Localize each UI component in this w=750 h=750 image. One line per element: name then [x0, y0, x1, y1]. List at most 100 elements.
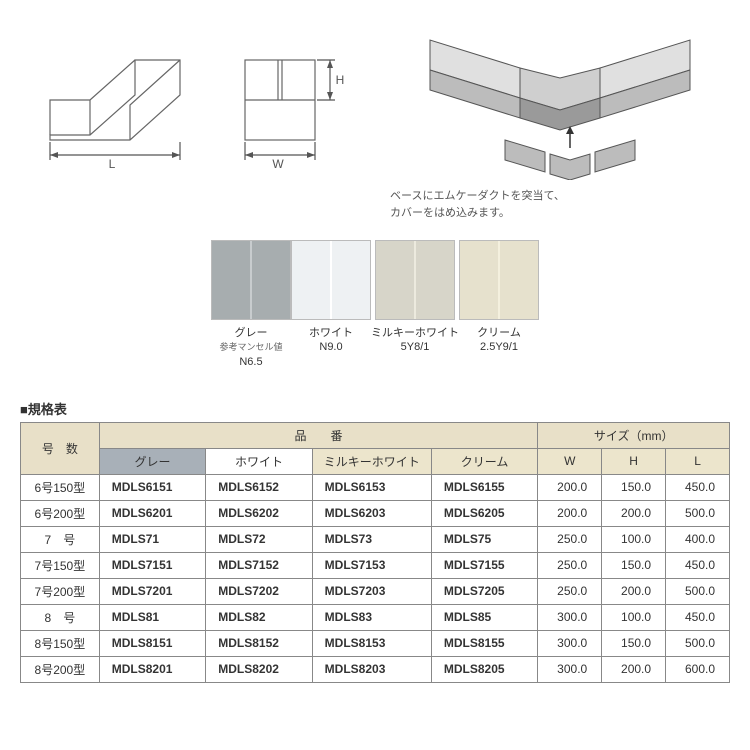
cell-milky: MDLS7203 [312, 578, 431, 604]
cell-model: 6号150型 [21, 474, 100, 500]
cell-W: 300.0 [538, 656, 602, 682]
cell-cream: MDLS8205 [431, 656, 537, 682]
th-partno: 品 番 [99, 422, 538, 448]
cell-gray: MDLS8151 [99, 630, 205, 656]
color-swatch: ホワイトN9.0 [291, 240, 371, 369]
cell-model: 7 号 [21, 526, 100, 552]
cell-W: 300.0 [538, 604, 602, 630]
cell-H: 200.0 [602, 656, 666, 682]
cell-milky: MDLS73 [312, 526, 431, 552]
cell-L: 500.0 [666, 630, 730, 656]
cell-W: 200.0 [538, 500, 602, 526]
cell-model: 8号150型 [21, 630, 100, 656]
cell-L: 450.0 [666, 474, 730, 500]
th-size: サイズ（mm） [538, 422, 730, 448]
cell-milky: MDLS7153 [312, 552, 431, 578]
cell-cream: MDLS8155 [431, 630, 537, 656]
spec-title: ■規格表 [20, 399, 730, 418]
cell-model: 6号200型 [21, 500, 100, 526]
cell-milky: MDLS83 [312, 604, 431, 630]
swatch-box [211, 240, 291, 320]
cell-H: 150.0 [602, 630, 666, 656]
cell-white: MDLS7202 [206, 578, 312, 604]
cell-white: MDLS6152 [206, 474, 312, 500]
assembly-caption: ベースにエムケーダクトを突当て、 カバーをはめ込みます。 [390, 188, 730, 221]
swatch-label: ホワイトN9.0 [309, 326, 353, 355]
table-row: 7号200型MDLS7201MDLS7202MDLS7203MDLS720525… [21, 578, 730, 604]
spec-table: 号 数 品 番 サイズ（mm） グレー ホワイト ミルキーホワイト クリーム W… [20, 422, 730, 683]
cell-model: 8号200型 [21, 656, 100, 682]
cell-gray: MDLS7151 [99, 552, 205, 578]
dimension-diagram: L W H [20, 20, 360, 180]
cell-white: MDLS82 [206, 604, 312, 630]
cell-cream: MDLS85 [431, 604, 537, 630]
caption-line1: ベースにエムケーダクトを突当て、 [390, 190, 565, 202]
th-white: ホワイト [206, 448, 312, 474]
cell-cream: MDLS6155 [431, 474, 537, 500]
table-row: 8号150型MDLS8151MDLS8152MDLS8153MDLS815530… [21, 630, 730, 656]
th-milky: ミルキーホワイト [312, 448, 431, 474]
cell-milky: MDLS6203 [312, 500, 431, 526]
cell-model: 8 号 [21, 604, 100, 630]
cell-white: MDLS8152 [206, 630, 312, 656]
color-swatch-row: グレー参考マンセル値N6.5 ホワイトN9.0 ミルキーホワイト5Y8/1 クリーム2… [20, 240, 730, 369]
table-row: 6号150型MDLS6151MDLS6152MDLS6153MDLS615520… [21, 474, 730, 500]
cell-L: 500.0 [666, 500, 730, 526]
cell-gray: MDLS71 [99, 526, 205, 552]
cell-cream: MDLS6205 [431, 500, 537, 526]
cell-W: 250.0 [538, 526, 602, 552]
cell-W: 300.0 [538, 630, 602, 656]
th-H: H [602, 448, 666, 474]
cell-model: 7号150型 [21, 552, 100, 578]
assembly-diagram: ベースにエムケーダクトを突当て、 カバーをはめ込みます。 [390, 20, 730, 220]
th-cream: クリーム [431, 448, 537, 474]
cell-gray: MDLS6151 [99, 474, 205, 500]
cell-white: MDLS72 [206, 526, 312, 552]
label-H: H [336, 73, 345, 87]
cell-L: 400.0 [666, 526, 730, 552]
th-L: L [666, 448, 730, 474]
table-row: 8号200型MDLS8201MDLS8202MDLS8203MDLS820530… [21, 656, 730, 682]
swatch-label: グレー参考マンセル値N6.5 [219, 326, 282, 369]
label-L: L [109, 157, 116, 171]
cell-L: 450.0 [666, 604, 730, 630]
cell-L: 600.0 [666, 656, 730, 682]
swatch-box [459, 240, 539, 320]
cell-L: 450.0 [666, 552, 730, 578]
swatch-label: ミルキーホワイト5Y8/1 [371, 326, 459, 355]
cell-W: 250.0 [538, 552, 602, 578]
cell-H: 150.0 [602, 474, 666, 500]
swatch-box [375, 240, 455, 320]
cell-gray: MDLS8201 [99, 656, 205, 682]
th-W: W [538, 448, 602, 474]
label-W: W [272, 157, 284, 171]
table-row: 6号200型MDLS6201MDLS6202MDLS6203MDLS620520… [21, 500, 730, 526]
cell-milky: MDLS8203 [312, 656, 431, 682]
table-row: 7号150型MDLS7151MDLS7152MDLS7153MDLS715525… [21, 552, 730, 578]
cell-cream: MDLS7205 [431, 578, 537, 604]
cell-milky: MDLS8153 [312, 630, 431, 656]
cell-white: MDLS7152 [206, 552, 312, 578]
th-gray: グレー [99, 448, 205, 474]
cell-H: 200.0 [602, 500, 666, 526]
cell-model: 7号200型 [21, 578, 100, 604]
caption-line2: カバーをはめ込みます。 [390, 207, 510, 219]
cell-H: 100.0 [602, 526, 666, 552]
cell-gray: MDLS6201 [99, 500, 205, 526]
table-row: 8 号MDLS81MDLS82MDLS83MDLS85300.0100.0450… [21, 604, 730, 630]
cell-W: 250.0 [538, 578, 602, 604]
color-swatch: グレー参考マンセル値N6.5 [211, 240, 291, 369]
cell-cream: MDLS75 [431, 526, 537, 552]
cell-W: 200.0 [538, 474, 602, 500]
swatch-box [291, 240, 371, 320]
cell-L: 500.0 [666, 578, 730, 604]
th-model: 号 数 [21, 422, 100, 474]
cell-H: 200.0 [602, 578, 666, 604]
diagram-row: L W H [20, 20, 730, 220]
spec-table-body: 6号150型MDLS6151MDLS6152MDLS6153MDLS615520… [21, 474, 730, 682]
cell-H: 150.0 [602, 552, 666, 578]
cell-white: MDLS6202 [206, 500, 312, 526]
cell-cream: MDLS7155 [431, 552, 537, 578]
swatch-label: クリーム2.5Y9/1 [477, 326, 521, 355]
cell-H: 100.0 [602, 604, 666, 630]
